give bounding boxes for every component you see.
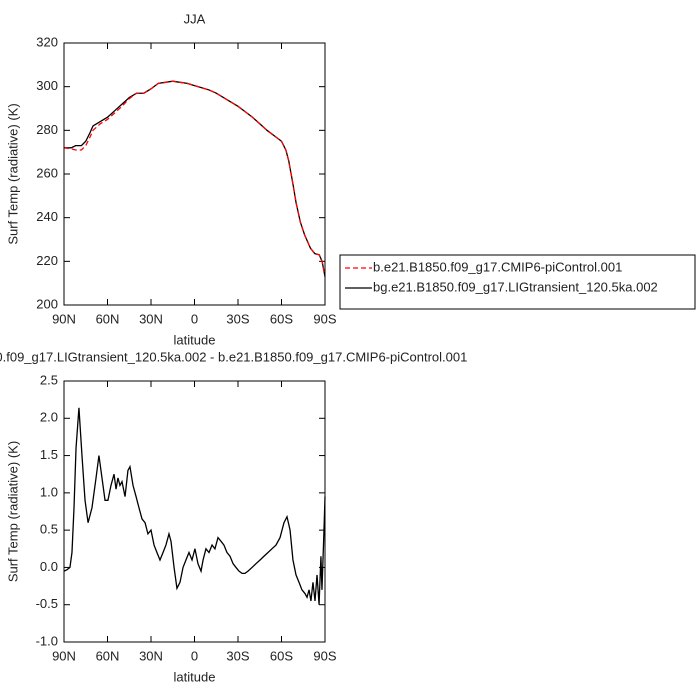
x-tick-label: 0 <box>191 648 198 663</box>
y-tick-label: 220 <box>36 253 58 268</box>
y-tick-label: -1.0 <box>36 633 58 648</box>
x-tick-label: 90N <box>52 311 76 326</box>
y-axis-label: Surf Temp (radiative) (K) <box>5 441 20 582</box>
y-tick-label: 260 <box>36 165 58 180</box>
x-tick-label: 60N <box>96 311 120 326</box>
plot-frame <box>63 380 326 643</box>
x-tick-label: 60S <box>270 311 293 326</box>
x-tick-label: 30N <box>139 648 163 663</box>
data-line <box>63 80 326 277</box>
y-tick-label: 2.0 <box>40 410 58 425</box>
y-tick-label: 320 <box>36 34 58 49</box>
x-axis-label: latitude <box>174 669 216 684</box>
data-line <box>63 407 326 605</box>
y-tick-label: 300 <box>36 78 58 93</box>
y-tick-label: -0.5 <box>36 596 58 611</box>
y-tick-label: 240 <box>36 209 58 224</box>
chart-title: bg.e21.B1850.f09_g17.LIGtransient_120.5k… <box>0 349 467 364</box>
y-tick-label: 0.5 <box>40 522 58 537</box>
chart-title: JJA <box>184 11 206 26</box>
legend-label: bg.e21.B1850.f09_g17.LIGtransient_120.5k… <box>373 279 658 294</box>
y-tick-label: 1.0 <box>40 484 58 499</box>
x-axis-label: latitude <box>174 332 216 347</box>
y-axis-label: Surf Temp (radiative) (K) <box>5 103 20 244</box>
x-tick-label: 60N <box>96 648 120 663</box>
legend-box <box>339 254 696 310</box>
x-tick-label: 30S <box>226 648 249 663</box>
y-tick-label: 0.0 <box>40 559 58 574</box>
y-tick-label: 1.5 <box>40 447 58 462</box>
x-tick-label: 0 <box>191 311 198 326</box>
y-tick-label: 2.5 <box>40 372 58 387</box>
y-tick-label: 200 <box>36 296 58 311</box>
x-tick-label: 90S <box>313 311 336 326</box>
x-tick-label: 30S <box>226 311 249 326</box>
y-tick-label: 280 <box>36 122 58 137</box>
x-tick-label: 60S <box>270 648 293 663</box>
legend-label: b.e21.B1850.f09_g17.CMIP6-piControl.001 <box>373 259 622 274</box>
x-tick-label: 30N <box>139 311 163 326</box>
x-tick-label: 90S <box>313 648 336 663</box>
data-line <box>64 80 326 277</box>
x-tick-label: 90N <box>52 648 76 663</box>
plot-frame <box>63 42 326 306</box>
